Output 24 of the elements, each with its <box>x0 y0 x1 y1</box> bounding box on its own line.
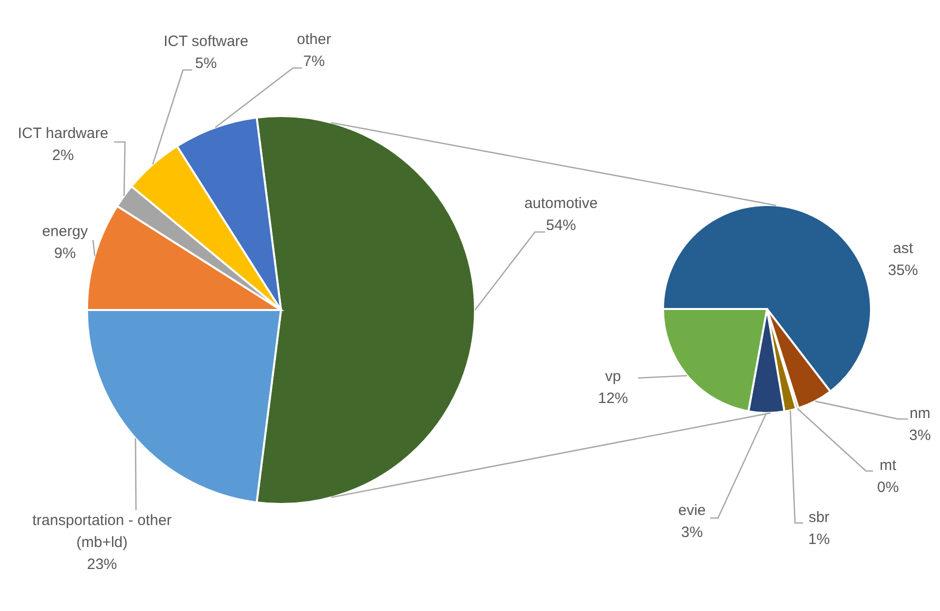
data-label: 12% <box>598 390 628 407</box>
slice-label: other <box>296 31 332 48</box>
slice-label: sbr <box>808 509 830 526</box>
slice-label: vp <box>605 368 621 385</box>
data-label: 3% <box>909 427 931 444</box>
data-label: 0% <box>877 479 899 496</box>
slice-label: automotive <box>524 195 598 212</box>
data-label: 9% <box>54 245 76 262</box>
slice-label: ast <box>892 240 914 257</box>
data-label: 5% <box>195 55 217 72</box>
data-label: 1% <box>808 531 830 548</box>
slice-label: mt <box>880 457 898 474</box>
slice-label: nm <box>910 405 930 422</box>
data-label: 2% <box>52 147 74 164</box>
slice-label: ICT software <box>164 33 248 50</box>
data-label: 23% <box>86 556 118 573</box>
data-label: 3% <box>681 524 703 541</box>
slice-label: evie <box>678 502 706 519</box>
data-label: 35% <box>888 262 918 279</box>
slice-label: transportation - other (mb+ld) <box>32 512 172 551</box>
data-label: 7% <box>303 53 325 70</box>
slice-label: energy <box>42 223 88 240</box>
slice-label: ICT hardware <box>18 125 108 142</box>
data-label: 54% <box>546 217 576 234</box>
